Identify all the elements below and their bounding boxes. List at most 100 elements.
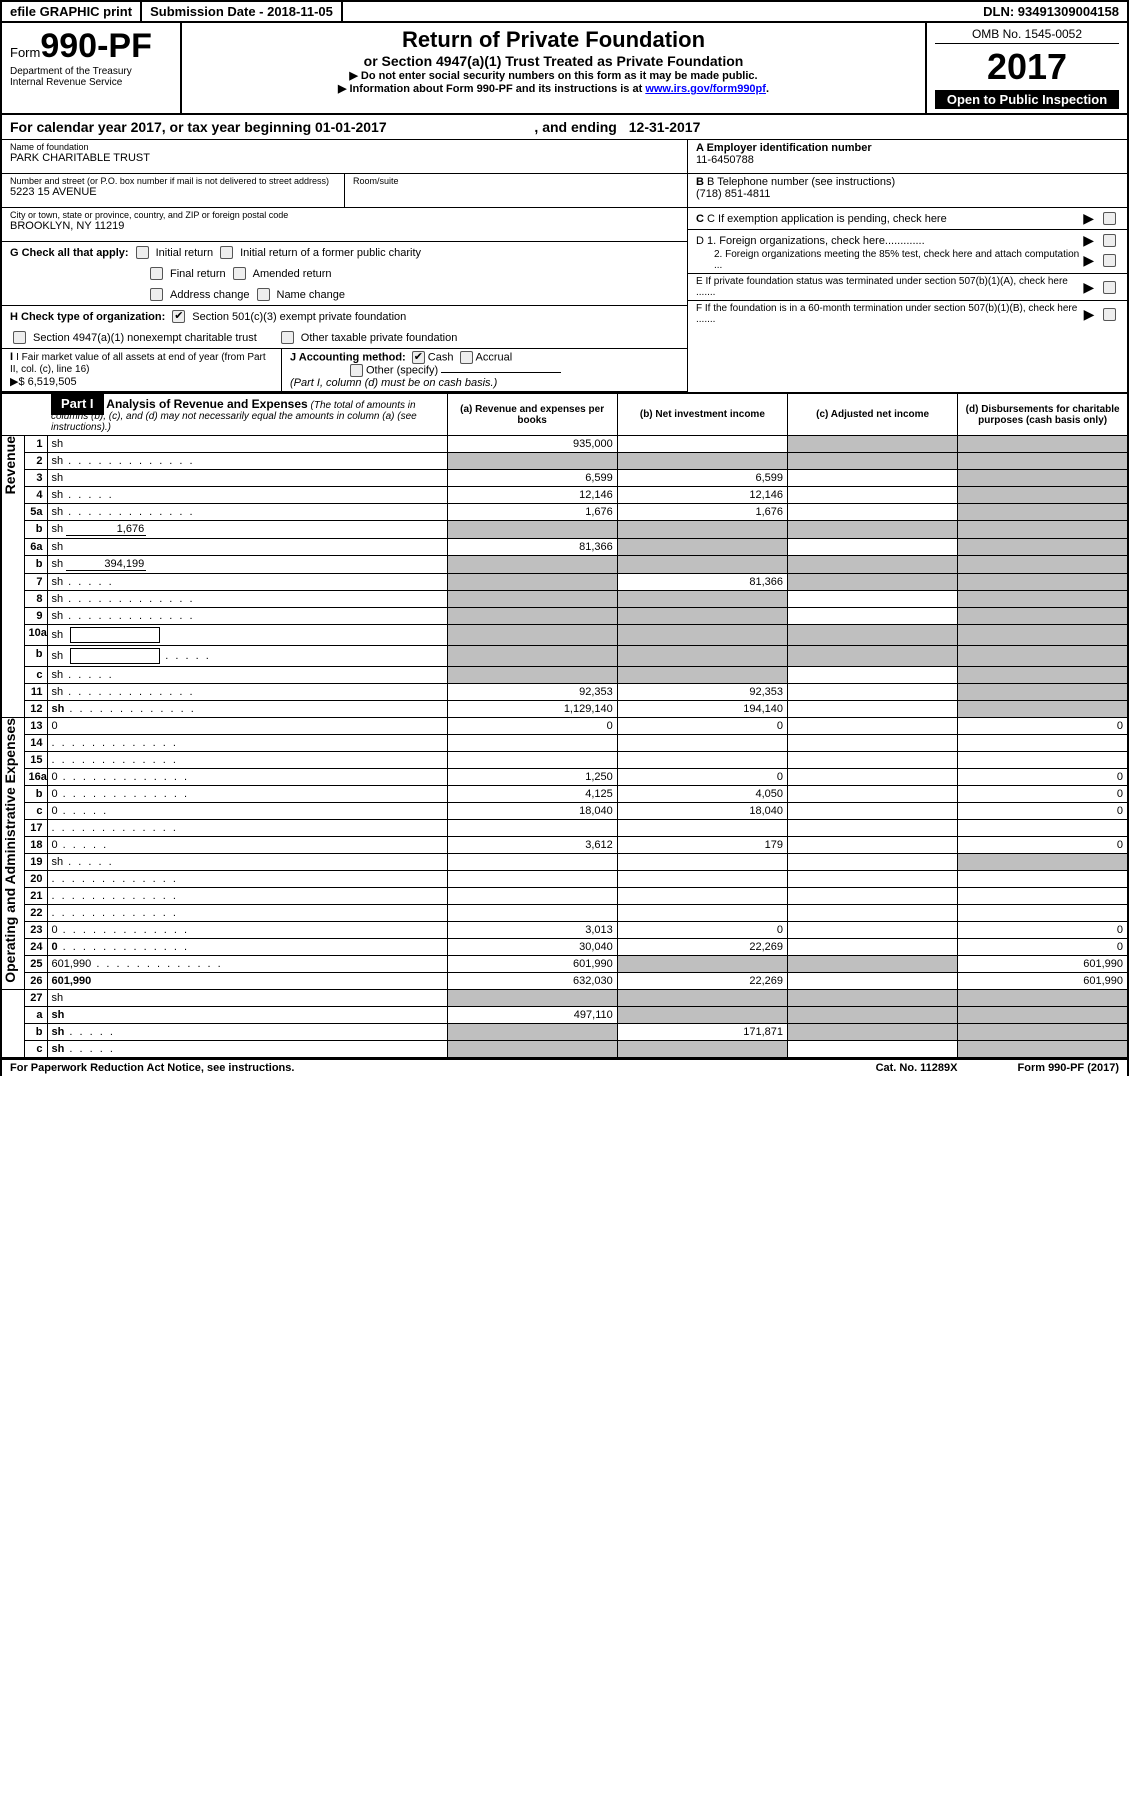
table-row: 19sh bbox=[1, 854, 1128, 871]
line-desc: sh bbox=[47, 646, 447, 667]
line-number: 2 bbox=[24, 453, 47, 470]
value-cell bbox=[447, 871, 617, 888]
col-a-header: (a) Revenue and expenses per books bbox=[447, 394, 617, 436]
checkbox-other-taxable[interactable] bbox=[281, 331, 294, 344]
line-desc: sh bbox=[47, 539, 447, 556]
value-cell bbox=[447, 752, 617, 769]
table-row: Operating and Administrative Expenses130… bbox=[1, 718, 1128, 735]
footer-right: Form 990-PF (2017) bbox=[1018, 1062, 1120, 1074]
value-cell: 92,353 bbox=[617, 684, 787, 701]
line-number: b bbox=[24, 556, 47, 574]
value-cell: 92,353 bbox=[447, 684, 617, 701]
value-cell bbox=[958, 990, 1128, 1007]
table-row: 25601,990601,990601,990 bbox=[1, 956, 1128, 973]
value-cell bbox=[958, 854, 1128, 871]
c-block: C C If exemption application is pending,… bbox=[688, 208, 1127, 230]
checkbox-accrual[interactable] bbox=[460, 351, 473, 364]
value-cell bbox=[788, 803, 958, 820]
value-cell: 6,599 bbox=[617, 470, 787, 487]
foundation-name: PARK CHARITABLE TRUST bbox=[10, 152, 679, 164]
value-cell bbox=[788, 684, 958, 701]
calendar-year-row: For calendar year 2017, or tax year begi… bbox=[0, 115, 1129, 140]
d-block: D 1. Foreign organizations, check here..… bbox=[688, 230, 1127, 274]
value-cell bbox=[788, 786, 958, 803]
checkbox-address-change[interactable] bbox=[150, 288, 163, 301]
value-cell bbox=[958, 574, 1128, 591]
line-desc: sh 394,199 bbox=[47, 556, 447, 574]
value-cell: 601,990 bbox=[958, 956, 1128, 973]
form-number: 990-PF bbox=[40, 27, 152, 65]
section-vert-label bbox=[1, 990, 24, 1058]
checkbox-amended[interactable] bbox=[233, 267, 246, 280]
checkbox-e[interactable] bbox=[1103, 281, 1116, 294]
value-cell bbox=[788, 625, 958, 646]
checkbox-501c3[interactable] bbox=[172, 310, 185, 323]
line-desc bbox=[47, 871, 447, 888]
j-box: J Accounting method: Cash Accrual Other … bbox=[282, 349, 687, 391]
form-subtitle: or Section 4947(a)(1) Trust Treated as P… bbox=[190, 53, 917, 69]
checkbox-d1[interactable] bbox=[1103, 234, 1116, 247]
value-cell: 30,040 bbox=[447, 939, 617, 956]
value-cell bbox=[617, 436, 787, 453]
value-cell bbox=[447, 905, 617, 922]
value-cell bbox=[788, 453, 958, 470]
value-cell: 0 bbox=[958, 769, 1128, 786]
line-number: 9 bbox=[24, 608, 47, 625]
info-left: Name of foundation PARK CHARITABLE TRUST… bbox=[2, 140, 687, 392]
checkbox-initial-return[interactable] bbox=[136, 246, 149, 259]
checkbox-cash[interactable] bbox=[412, 351, 425, 364]
info-right: A Employer identification number 11-6450… bbox=[687, 140, 1127, 392]
value-cell bbox=[617, 956, 787, 973]
irs-link[interactable]: www.irs.gov/form990pf bbox=[645, 83, 766, 95]
value-cell: 1,250 bbox=[447, 769, 617, 786]
footer-mid: Cat. No. 11289X bbox=[876, 1062, 958, 1074]
street-address: 5223 15 AVENUE bbox=[10, 186, 336, 198]
table-row: 20 bbox=[1, 871, 1128, 888]
checkbox-final-return[interactable] bbox=[150, 267, 163, 280]
value-cell bbox=[617, 667, 787, 684]
value-cell: 81,366 bbox=[617, 574, 787, 591]
value-cell: 18,040 bbox=[617, 803, 787, 820]
value-cell bbox=[788, 1024, 958, 1041]
f-block: F If the foundation is in a 60-month ter… bbox=[688, 301, 1127, 327]
checkbox-initial-former[interactable] bbox=[220, 246, 233, 259]
line-number: 15 bbox=[24, 752, 47, 769]
table-row: bsh 1,676 bbox=[1, 521, 1128, 539]
value-cell: 632,030 bbox=[447, 973, 617, 990]
value-cell bbox=[788, 1041, 958, 1058]
value-cell: 12,146 bbox=[447, 487, 617, 504]
line-desc: sh bbox=[47, 701, 447, 718]
line-desc: sh bbox=[47, 591, 447, 608]
name-cell: Name of foundation PARK CHARITABLE TRUST bbox=[2, 140, 687, 174]
line-number: b bbox=[24, 786, 47, 803]
line-number: 18 bbox=[24, 837, 47, 854]
value-cell: 0 bbox=[617, 769, 787, 786]
line-number: 22 bbox=[24, 905, 47, 922]
value-cell: 601,990 bbox=[447, 956, 617, 973]
ein-value: 11-6450788 bbox=[696, 154, 754, 166]
table-row: ash497,110 bbox=[1, 1007, 1128, 1024]
value-cell bbox=[617, 539, 787, 556]
header-left: Form990-PF Department of the Treasury In… bbox=[2, 23, 182, 113]
table-row: csh bbox=[1, 667, 1128, 684]
form-note2: ▶ Information about Form 990-PF and its … bbox=[190, 82, 917, 95]
value-cell bbox=[447, 735, 617, 752]
value-cell bbox=[958, 591, 1128, 608]
value-cell bbox=[788, 854, 958, 871]
table-row: 24030,04022,2690 bbox=[1, 939, 1128, 956]
checkbox-f[interactable] bbox=[1103, 308, 1116, 321]
checkbox-other-method[interactable] bbox=[350, 364, 363, 377]
value-cell bbox=[447, 521, 617, 539]
checkbox-d2[interactable] bbox=[1103, 254, 1116, 267]
checkbox-name-change[interactable] bbox=[257, 288, 270, 301]
checkbox-c[interactable] bbox=[1103, 212, 1116, 225]
line-number: 20 bbox=[24, 871, 47, 888]
checkbox-4947[interactable] bbox=[13, 331, 26, 344]
value-cell bbox=[447, 574, 617, 591]
table-row: bsh bbox=[1, 646, 1128, 667]
value-cell bbox=[958, 556, 1128, 574]
line-number: c bbox=[24, 803, 47, 820]
value-cell bbox=[788, 735, 958, 752]
value-cell bbox=[788, 871, 958, 888]
value-cell: 171,871 bbox=[617, 1024, 787, 1041]
